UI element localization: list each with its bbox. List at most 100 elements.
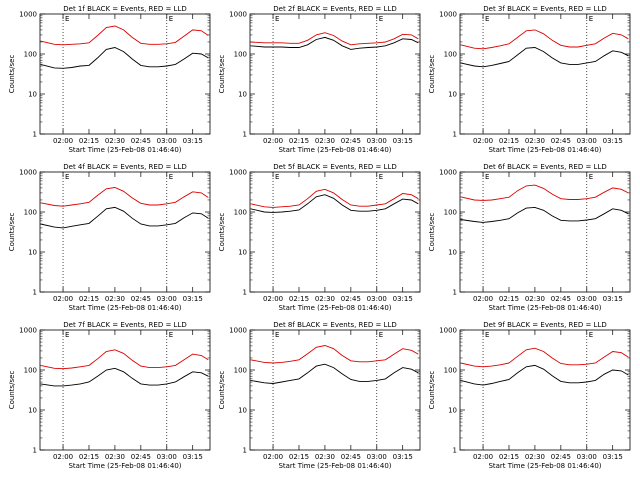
y-tick-label: 1: [453, 447, 457, 455]
x-tick-label: 02:45: [341, 295, 361, 303]
detector-panel-7: Det 7f BLACK = Events, RED = LLD E E 1 10 100…: [8, 321, 211, 470]
y-tick-label: 10: [238, 249, 247, 257]
x-tick-label: 02:00: [53, 295, 73, 303]
y-axis-label: Counts/sec: [218, 55, 226, 94]
x-tick-label: 02:00: [53, 137, 73, 145]
x-axis-label: Start Time (25-Feb-08 01:46:40): [488, 304, 601, 312]
y-axis-label: Counts/sec: [8, 213, 16, 252]
x-tick-label: 02:30: [105, 137, 125, 145]
y-tick-label: 10: [448, 407, 457, 415]
x-tick-label: 02:30: [315, 453, 335, 461]
events-series-line: [460, 47, 629, 68]
y-tick-label: 1: [33, 289, 37, 297]
event-marker: E: [169, 331, 173, 339]
x-tick-label: 02:15: [499, 453, 519, 461]
x-tick-label: 02:45: [551, 453, 571, 461]
x-tick-label: 02:00: [473, 453, 493, 461]
x-tick-label: 02:00: [53, 453, 73, 461]
event-marker: E: [589, 173, 593, 181]
detector-panel-1: Det 1f BLACK = Events, RED = LLD E E 1 10 100…: [8, 5, 211, 154]
lld-series-line: [40, 349, 209, 370]
event-marker: E: [379, 15, 383, 23]
event-marker: E: [485, 15, 489, 23]
x-tick-label: 02:45: [131, 295, 151, 303]
event-marker: E: [65, 15, 69, 23]
y-tick-label: 100: [444, 367, 457, 375]
detector-panel-2: Det 2f BLACK = Events, RED = LLD E E 1 10 100…: [218, 5, 421, 154]
x-tick-label: 03:15: [183, 453, 203, 461]
event-marker: E: [275, 15, 279, 23]
detector-panel-8: Det 8f BLACK = Events, RED = LLD E E 1 10 100…: [218, 321, 421, 470]
x-tick-label: 03:15: [393, 137, 413, 145]
y-tick-label: 100: [24, 367, 37, 375]
x-tick-label: 02:45: [131, 453, 151, 461]
panel-title: Det 4f BLACK = Events, RED = LLD: [63, 163, 186, 171]
detector-panel-6: Det 6f BLACK = Events, RED = LLD E E 1 10 100…: [428, 163, 631, 312]
detector-panel-4: Det 4f BLACK = Events, RED = LLD E E 1 10 100…: [8, 163, 211, 312]
x-tick-label: 02:45: [551, 137, 571, 145]
x-axis-label: Start Time (25-Feb-08 01:46:40): [68, 462, 181, 470]
x-tick-label: 02:30: [315, 137, 335, 145]
y-axis-label: Counts/sec: [8, 371, 16, 410]
panel-title: Det 9f BLACK = Events, RED = LLD: [483, 321, 606, 329]
x-tick-label: 03:15: [183, 295, 203, 303]
lld-series-line: [250, 32, 419, 46]
x-tick-label: 03:00: [157, 295, 177, 303]
x-tick-label: 02:45: [341, 137, 361, 145]
y-axis-label: Counts/sec: [428, 55, 436, 94]
event-marker: E: [169, 15, 173, 23]
event-marker: E: [65, 331, 69, 339]
x-tick-label: 03:00: [367, 453, 387, 461]
event-marker: E: [275, 331, 279, 339]
lld-series-line: [250, 345, 419, 364]
y-tick-label: 1: [453, 131, 457, 139]
y-axis-label: Counts/sec: [8, 55, 16, 94]
x-tick-label: 02:15: [289, 295, 309, 303]
x-tick-label: 03:00: [577, 295, 597, 303]
lld-series-line: [460, 347, 629, 368]
detector-panel-9: Det 9f BLACK = Events, RED = LLD E E 1 10 100…: [428, 321, 631, 470]
y-tick-label: 1000: [439, 169, 457, 177]
lld-series-line: [460, 184, 629, 201]
y-tick-label: 10: [28, 249, 37, 257]
y-tick-label: 10: [448, 91, 457, 99]
y-tick-label: 1000: [439, 327, 457, 335]
lld-series-line: [40, 187, 209, 207]
event-marker: E: [275, 173, 279, 181]
x-tick-label: 02:00: [263, 453, 283, 461]
y-tick-label: 10: [28, 91, 37, 99]
plot-frame: [459, 13, 631, 135]
y-axis-label: Counts/sec: [218, 371, 226, 410]
events-series-line: [250, 363, 419, 384]
y-tick-label: 1: [33, 131, 37, 139]
y-tick-label: 100: [24, 209, 37, 217]
event-marker: E: [65, 173, 69, 181]
y-tick-label: 10: [28, 407, 37, 415]
x-tick-label: 03:15: [603, 453, 623, 461]
plot-frame: [459, 329, 631, 451]
x-tick-label: 02:45: [341, 453, 361, 461]
y-tick-label: 1: [243, 289, 247, 297]
plot-frame: [39, 171, 211, 293]
y-tick-label: 1: [243, 447, 247, 455]
y-tick-label: 100: [234, 209, 247, 217]
x-axis-label: Start Time (25-Feb-08 01:46:40): [68, 304, 181, 312]
y-tick-label: 10: [238, 91, 247, 99]
plot-frame: [249, 171, 421, 293]
x-tick-label: 03:15: [183, 137, 203, 145]
events-series-line: [40, 206, 209, 229]
x-tick-label: 02:00: [473, 137, 493, 145]
y-tick-label: 1: [33, 447, 37, 455]
lld-series-line: [460, 29, 629, 50]
x-tick-label: 02:30: [105, 295, 125, 303]
y-tick-label: 100: [444, 209, 457, 217]
y-axis-label: Counts/sec: [218, 213, 226, 252]
x-tick-label: 02:00: [473, 295, 493, 303]
x-tick-label: 02:30: [525, 295, 545, 303]
x-tick-label: 03:15: [393, 453, 413, 461]
panel-title: Det 3f BLACK = Events, RED = LLD: [483, 5, 606, 13]
x-tick-label: 02:45: [131, 137, 151, 145]
x-tick-label: 02:15: [499, 137, 519, 145]
